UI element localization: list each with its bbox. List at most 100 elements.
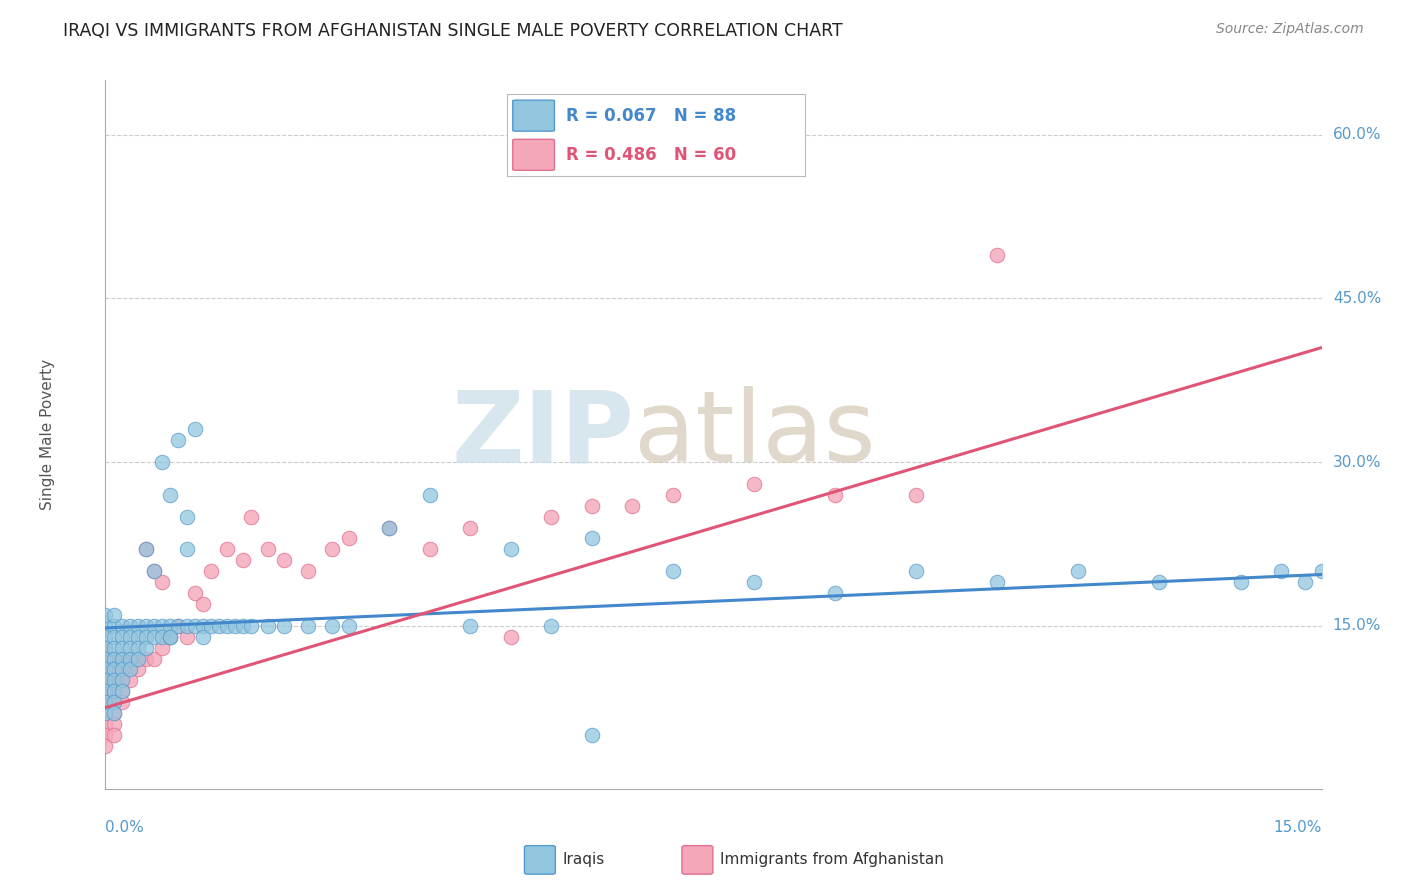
- Point: [94, 640, 117, 655]
- Point: [94, 673, 117, 688]
- Point: [150, 619, 173, 633]
- Point: [176, 619, 198, 633]
- Point: [499, 630, 522, 644]
- Point: [167, 619, 190, 633]
- Text: 60.0%: 60.0%: [1333, 128, 1381, 143]
- Point: [103, 673, 125, 688]
- Point: [297, 619, 319, 633]
- Point: [581, 499, 603, 513]
- Point: [94, 739, 117, 753]
- Point: [118, 673, 141, 688]
- Point: [240, 509, 263, 524]
- Point: [94, 619, 117, 633]
- Point: [103, 706, 125, 720]
- Point: [94, 684, 117, 698]
- Point: [118, 619, 141, 633]
- Point: [94, 684, 117, 698]
- Point: [94, 651, 117, 665]
- Point: [127, 640, 149, 655]
- Point: [458, 619, 481, 633]
- Point: [111, 673, 134, 688]
- Point: [118, 651, 141, 665]
- Point: [127, 651, 149, 665]
- Point: [273, 619, 295, 633]
- Point: [103, 684, 125, 698]
- Text: ZIP: ZIP: [451, 386, 634, 483]
- Point: [103, 651, 125, 665]
- Point: [1294, 575, 1316, 590]
- Point: [118, 630, 141, 644]
- Point: [986, 248, 1008, 262]
- Point: [94, 706, 117, 720]
- Point: [111, 684, 134, 698]
- Point: [499, 542, 522, 557]
- Point: [191, 619, 214, 633]
- Point: [824, 488, 846, 502]
- Point: [118, 662, 141, 676]
- Point: [742, 575, 765, 590]
- Point: [1310, 564, 1333, 578]
- Text: Single Male Poverty: Single Male Poverty: [39, 359, 55, 510]
- Point: [118, 662, 141, 676]
- Point: [135, 630, 157, 644]
- Point: [111, 662, 134, 676]
- Text: atlas: atlas: [634, 386, 876, 483]
- Point: [297, 564, 319, 578]
- Point: [94, 630, 117, 644]
- Point: [159, 488, 181, 502]
- Point: [217, 619, 239, 633]
- Point: [111, 684, 134, 698]
- Point: [103, 619, 125, 633]
- Point: [176, 542, 198, 557]
- Point: [986, 575, 1008, 590]
- Text: R = 0.067   N = 88: R = 0.067 N = 88: [567, 107, 737, 125]
- Point: [103, 717, 125, 731]
- Point: [159, 630, 181, 644]
- Point: [143, 564, 166, 578]
- Point: [103, 607, 125, 622]
- Point: [419, 488, 441, 502]
- Point: [127, 619, 149, 633]
- Text: Iraqis: Iraqis: [562, 853, 605, 867]
- Point: [183, 619, 205, 633]
- Point: [905, 488, 928, 502]
- Point: [94, 662, 117, 676]
- Point: [135, 542, 157, 557]
- Point: [224, 619, 246, 633]
- Point: [103, 662, 125, 676]
- Point: [94, 717, 117, 731]
- Point: [94, 695, 117, 709]
- Point: [191, 630, 214, 644]
- Point: [111, 673, 134, 688]
- Point: [159, 630, 181, 644]
- Point: [135, 640, 157, 655]
- Text: R = 0.486   N = 60: R = 0.486 N = 60: [567, 145, 737, 164]
- Point: [127, 662, 149, 676]
- Point: [143, 619, 166, 633]
- Point: [103, 695, 125, 709]
- Point: [150, 455, 173, 469]
- Point: [111, 630, 134, 644]
- Point: [111, 651, 134, 665]
- Point: [581, 532, 603, 546]
- Point: [321, 619, 343, 633]
- Point: [208, 619, 231, 633]
- Point: [159, 630, 181, 644]
- FancyBboxPatch shape: [513, 100, 554, 131]
- Point: [824, 586, 846, 600]
- Point: [94, 673, 117, 688]
- Point: [111, 651, 134, 665]
- Point: [167, 434, 190, 448]
- Point: [94, 662, 117, 676]
- Point: [378, 520, 401, 534]
- Point: [94, 640, 117, 655]
- Point: [232, 619, 254, 633]
- Point: [742, 477, 765, 491]
- Point: [200, 564, 222, 578]
- Point: [200, 619, 222, 633]
- Point: [1149, 575, 1171, 590]
- Point: [1270, 564, 1292, 578]
- Point: [337, 532, 360, 546]
- Point: [135, 651, 157, 665]
- Point: [127, 651, 149, 665]
